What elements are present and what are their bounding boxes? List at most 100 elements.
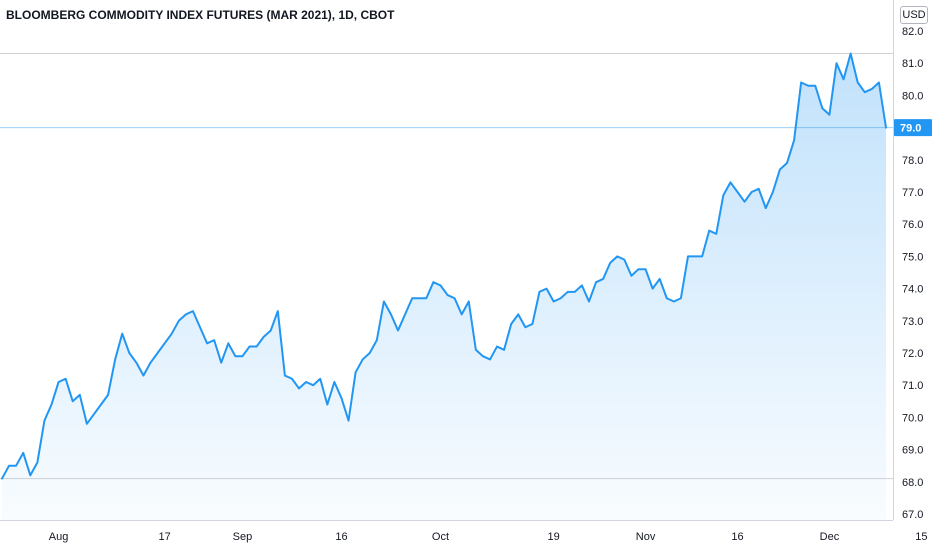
y-tick-label: 68.0	[902, 477, 923, 489]
price-area	[2, 53, 886, 520]
price-point	[885, 126, 888, 129]
x-tick-label: 17	[159, 531, 171, 543]
chart-title: BLOOMBERG COMMODITY INDEX FUTURES (MAR 2…	[6, 8, 395, 22]
price-point	[57, 380, 60, 383]
price-point	[64, 377, 67, 380]
price-point	[863, 91, 866, 94]
y-tick-label: 70.0	[902, 412, 923, 424]
y-tick-label: 75.0	[902, 251, 923, 263]
price-point	[199, 326, 202, 329]
price-point	[29, 474, 32, 477]
time-axis[interactable]: Aug17Sep16Oct19Nov16Dec152021	[49, 531, 932, 543]
price-point	[326, 403, 329, 406]
price-point	[686, 255, 689, 258]
y-tick-label: 73.0	[902, 316, 923, 328]
price-point	[290, 377, 293, 380]
price-point	[347, 419, 350, 422]
x-tick-label: Dec	[820, 531, 840, 543]
price-point	[637, 268, 640, 271]
price-point	[8, 464, 11, 467]
price-point	[361, 358, 364, 361]
price-point	[602, 277, 605, 280]
x-tick-label: Sep	[233, 531, 253, 543]
price-point	[715, 232, 718, 235]
price-point	[220, 361, 223, 364]
y-tick-label: 72.0	[902, 348, 923, 360]
price-point	[184, 313, 187, 316]
price-point	[665, 297, 668, 300]
price-point	[849, 52, 852, 55]
price-point	[807, 84, 810, 87]
price-point	[877, 81, 880, 84]
price-point	[814, 84, 817, 87]
x-tick-label: Nov	[636, 531, 656, 543]
price-point	[658, 277, 661, 280]
price-point	[156, 352, 159, 355]
price-point	[828, 113, 831, 116]
price-point	[729, 181, 732, 184]
price-point	[1, 477, 4, 480]
y-tick-label: 81.0	[902, 58, 923, 70]
price-point	[92, 413, 95, 416]
price-point	[241, 355, 244, 358]
price-axis[interactable]: 67.0 68.0 69.0 70.0 71.0 72.0 73.0 74.0 75.0 76.0…	[902, 26, 923, 521]
price-point	[672, 300, 675, 303]
price-point	[333, 380, 336, 383]
y-tick-label: 82.0	[902, 26, 923, 38]
price-point	[771, 191, 774, 194]
price-point	[524, 326, 527, 329]
price-point	[446, 294, 449, 297]
price-point	[651, 287, 654, 290]
price-point	[234, 355, 237, 358]
price-point	[835, 62, 838, 65]
price-point	[425, 297, 428, 300]
price-point	[121, 332, 124, 335]
price-point	[305, 380, 308, 383]
x-tick-label: 19	[547, 531, 559, 543]
y-tick-label: 80.0	[902, 90, 923, 102]
price-point	[552, 300, 555, 303]
price-point	[545, 287, 548, 290]
x-tick-label: 16	[335, 531, 347, 543]
price-point	[50, 403, 53, 406]
y-tick-label: 69.0	[902, 445, 923, 457]
price-point	[708, 229, 711, 232]
price-point	[71, 400, 74, 403]
price-point	[114, 358, 117, 361]
price-point	[432, 281, 435, 284]
price-point	[298, 387, 301, 390]
price-point	[538, 290, 541, 293]
y-tick-label: 71.0	[902, 380, 923, 392]
price-point	[22, 451, 25, 454]
y-tick-label: 67.0	[902, 509, 923, 521]
price-point	[418, 297, 421, 300]
price-point	[368, 352, 371, 355]
price-point	[163, 342, 166, 345]
price-point	[580, 284, 583, 287]
price-point	[609, 261, 612, 264]
price-point	[679, 297, 682, 300]
price-point	[128, 352, 131, 355]
y-tick-label: 77.0	[902, 187, 923, 199]
price-point	[785, 162, 788, 165]
price-point	[354, 371, 357, 374]
price-point	[757, 187, 760, 190]
price-point	[142, 374, 145, 377]
price-point	[411, 297, 414, 300]
price-point	[778, 168, 781, 171]
price-point	[481, 355, 484, 358]
price-point	[100, 403, 103, 406]
price-point	[856, 81, 859, 84]
price-point	[177, 319, 180, 322]
price-point	[107, 393, 110, 396]
price-point	[262, 335, 265, 338]
y-tick-label: 78.0	[902, 155, 923, 167]
price-point	[743, 200, 746, 203]
price-point	[453, 297, 456, 300]
price-point	[389, 313, 392, 316]
price-point	[460, 313, 463, 316]
currency-button[interactable]: USD	[900, 6, 928, 24]
price-point	[517, 313, 520, 316]
price-point	[510, 323, 513, 326]
